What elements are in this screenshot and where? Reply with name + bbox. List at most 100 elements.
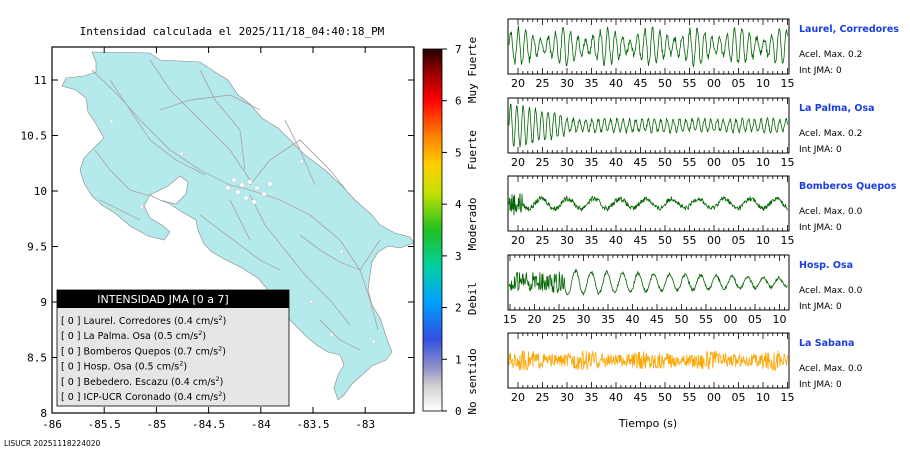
- trace-tick-label: 55: [683, 156, 697, 169]
- seismogram-panels: 20 25 30 35 40 45 50 55 00 05 10 15 Laurel, Corredor…: [503, 18, 899, 404]
- station-name: Hosp. Osa: [799, 260, 853, 271]
- trace-tick-label: 30: [560, 77, 574, 90]
- trace-tick-label: 55: [699, 313, 713, 326]
- trace-tick-label: 50: [658, 234, 672, 247]
- panel-frame: [507, 254, 790, 311]
- colorbar-category-label: Fuerte: [466, 130, 479, 170]
- trace-tick-label: 45: [650, 313, 664, 326]
- map-x-tick-label: -86: [42, 418, 62, 431]
- trace-tick-label: 20: [511, 234, 525, 247]
- trace-tick-label: 50: [675, 313, 689, 326]
- trace-tick-label: 15: [781, 156, 795, 169]
- legend-item: [ 0 ] Hosp. Osa (0.5 cm/s2): [61, 360, 187, 373]
- trace-tick-label: 00: [707, 391, 721, 404]
- colorbar-tick-label: 6: [455, 95, 462, 108]
- trace-tick-label: 20: [511, 391, 525, 404]
- trace-tick-label: 25: [536, 77, 550, 90]
- trace-tick-label: 45: [634, 391, 648, 404]
- trace-tick-label: 20: [511, 156, 525, 169]
- colorbar-ticks: 0 1 2 3 4 5 6 7: [442, 43, 462, 418]
- legend-header-bar: [57, 290, 289, 308]
- footer-id: LISUCR 20251118224020: [4, 439, 101, 448]
- accel-max-label: Acel. Max. 0.2: [799, 50, 862, 60]
- trace-tick-label: 45: [634, 156, 648, 169]
- trace-tick-label: 20: [511, 77, 525, 90]
- trace-tick-label: 40: [609, 77, 623, 90]
- trace-tick-label: 30: [560, 156, 574, 169]
- map-frame: [51, 46, 415, 414]
- map-title: Intensidad calculada el 2025/11/18_04:40…: [80, 25, 385, 38]
- trace-tick-label: 00: [707, 156, 721, 169]
- waveform-trace: [508, 268, 788, 297]
- map-axes: -86 -85.5 -85 -84.5 -84 -83.5 -83 8 8.5 9 9.5 10 10.…: [21, 47, 414, 431]
- trace-tick-label: 55: [683, 391, 697, 404]
- colorbar-tick-label: 1: [455, 353, 462, 366]
- map-x-tick-label: -83: [355, 418, 375, 431]
- station-name: Laurel, Corredores: [799, 24, 899, 35]
- trace-tick-label: 25: [536, 391, 550, 404]
- trace-tick-label: 30: [577, 313, 591, 326]
- accel-max-label: Acel. Max. 0.0: [799, 364, 863, 374]
- map-y-tick-label: 11: [34, 74, 47, 87]
- panel-frame: [507, 175, 790, 232]
- station-name: La Palma, Osa: [799, 103, 875, 114]
- trace-tick-label: 55: [683, 234, 697, 247]
- map-x-tick-label: -83.5: [296, 418, 329, 431]
- trace-tick-label: 40: [609, 391, 623, 404]
- trace-tick-label: 05: [732, 77, 746, 90]
- trace-tick-label: 10: [756, 156, 770, 169]
- land-area: [61, 51, 415, 401]
- jma-intensity-label: Int JMA: 0: [799, 302, 842, 312]
- colorbar-tick-label: 5: [455, 146, 462, 159]
- legend-item: [ 0 ] Laurel. Corredores (0.4 cm/s2): [61, 314, 226, 327]
- map-x-tick-label: -85.5: [88, 418, 121, 431]
- station-name: La Sabana: [799, 338, 854, 349]
- waveform-trace: [508, 25, 788, 69]
- trace-tick-label: 25: [536, 156, 550, 169]
- trace-tick-label: 45: [634, 234, 648, 247]
- colorbar-labels: No sentido Debil Moderado Fuerte Muy Fuerte: [466, 37, 479, 415]
- trace-tick-label: 35: [585, 391, 599, 404]
- colorbar-category-label: Moderado: [466, 198, 479, 251]
- jma-intensity-label: Int JMA: 0: [799, 223, 842, 233]
- trace-tick-label: 40: [609, 156, 623, 169]
- map-y-tick-label: 8.5: [27, 352, 47, 365]
- jma-intensity-label: Int JMA: 0: [799, 66, 842, 76]
- colorbar-tick-label: 7: [455, 43, 462, 56]
- colorbar-tick-label: 2: [455, 302, 462, 315]
- map-x-tick-label: -84: [251, 418, 271, 431]
- colorbar-tick-label: 4: [455, 198, 462, 211]
- map-y-tick-label: 10.5: [21, 130, 48, 143]
- trace-tick-label: 35: [585, 156, 599, 169]
- road-network: [91, 59, 381, 351]
- trace-tick-label: 00: [707, 234, 721, 247]
- trace-tick-label: 50: [658, 156, 672, 169]
- trace-tick-label: 15: [503, 313, 517, 326]
- trace-tick-label: 50: [658, 391, 672, 404]
- trace-tick-label: 35: [601, 313, 615, 326]
- legend-item: [ 0 ] Bebedero. Escazu (0.4 cm/s2): [61, 375, 223, 388]
- trace-tick-label: 25: [536, 234, 550, 247]
- map-y-tick-label: 10: [34, 185, 47, 198]
- intensity-legend: INTENSIDAD JMA [0 a 7] [ 0 ] Laurel. Cor…: [56, 289, 290, 407]
- trace-tick-label: 05: [748, 313, 762, 326]
- accel-max-label: Acel. Max. 0.2: [799, 129, 862, 139]
- legend-item: [ 0 ] ICP-UCR Coronado (0.4 cm/s2): [61, 390, 226, 403]
- trace-tick-label: 05: [732, 234, 746, 247]
- legend-item: [ 0 ] La Palma. Osa (0.5 cm/s2): [61, 329, 206, 342]
- jma-intensity-label: Int JMA: 0: [799, 145, 842, 155]
- trace-tick-label: 45: [634, 77, 648, 90]
- map-y-tick-label: 9: [40, 296, 47, 309]
- seismogram-panel: 20 25 30 35 40 45 50 55 00 05 10 15 La Palma, Osa Ace…: [507, 97, 875, 169]
- panel-frame: [507, 97, 790, 154]
- colorbar-tick-label: 3: [455, 250, 462, 263]
- trace-tick-label: 55: [683, 77, 697, 90]
- trace-tick-label: 15: [781, 391, 795, 404]
- x-axis-label: Tiempo (s): [618, 417, 677, 430]
- seismogram-panel: 20 25 30 35 40 45 50 55 00 05 10 15 Laurel, Corredor…: [507, 18, 899, 90]
- trace-tick-label: 10: [773, 313, 787, 326]
- colorbar-category-label: Muy Fuerte: [466, 37, 479, 103]
- trace-tick-label: 10: [756, 77, 770, 90]
- trace-tick-label: 20: [528, 313, 542, 326]
